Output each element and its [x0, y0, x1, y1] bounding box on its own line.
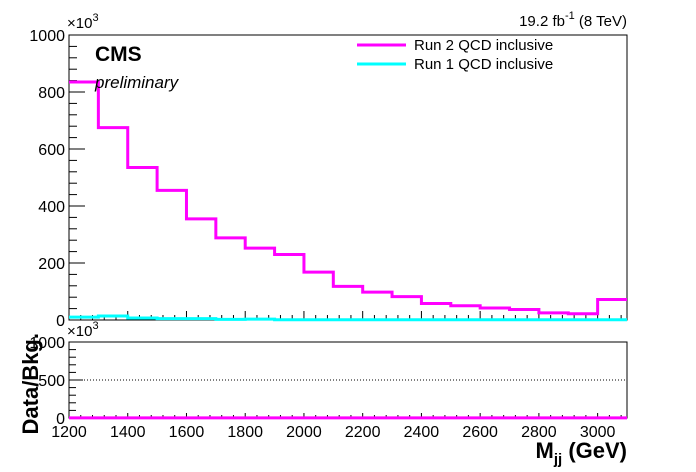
x-tick-label: 2400 [404, 424, 440, 441]
x-tick-label: 2600 [462, 424, 498, 441]
y-axis-multiplier: ×103 [67, 12, 99, 32]
main-y-tick-label: 400 [38, 199, 65, 216]
main-y-tick-label: 200 [38, 256, 65, 273]
legend: Run 2 QCD inclusive Run 1 QCD inclusive [357, 37, 553, 73]
x-tick-label: 2200 [345, 424, 381, 441]
main-y-tick-label: 1000 [29, 28, 65, 45]
main-y-tick-label: 600 [38, 142, 65, 159]
run2-qcd-histogram [69, 80, 627, 316]
legend-label: Run 2 QCD inclusive [414, 37, 553, 54]
main-y-tick-label: 800 [38, 85, 65, 102]
x-axis-label: Mjj (GeV) [536, 438, 627, 468]
main-plot-panel: 0 200 400 600 800 1000 ×103 19.2 fb-1 (8 TeV)… [29, 10, 628, 330]
luminosity-label: 19.2 fb-1 (8 TeV) [519, 10, 627, 30]
cms-label: CMS [95, 43, 142, 66]
legend-label: Run 1 QCD inclusive [414, 56, 553, 73]
x-tick-label: 2800 [521, 424, 557, 441]
x-tick-label: 2000 [286, 424, 322, 441]
preliminary-label: preliminary [94, 73, 180, 92]
x-tick-label: 1800 [227, 424, 263, 441]
ratio-y-tick-label: 500 [38, 373, 65, 390]
run1-qcd-histogram [69, 314, 627, 322]
x-tick-label: 1400 [110, 424, 146, 441]
x-tick-label: 1200 [51, 424, 87, 441]
main-y-tick-label: 0 [56, 313, 65, 330]
x-tick-label: 3000 [580, 424, 616, 441]
ratio-y-axis-label: Data/Bkg. [18, 333, 43, 434]
ratio-y-axis-multiplier: ×103 [67, 320, 99, 340]
ratio-y-tick-label: 0 [56, 411, 65, 428]
ratio-plot-panel: 1200 1400 1600 1800 2000 2200 2400 2600 2800 3000… [18, 320, 628, 468]
ratio-y-tick-label: 1000 [29, 335, 65, 352]
x-tick-label: 1600 [169, 424, 205, 441]
